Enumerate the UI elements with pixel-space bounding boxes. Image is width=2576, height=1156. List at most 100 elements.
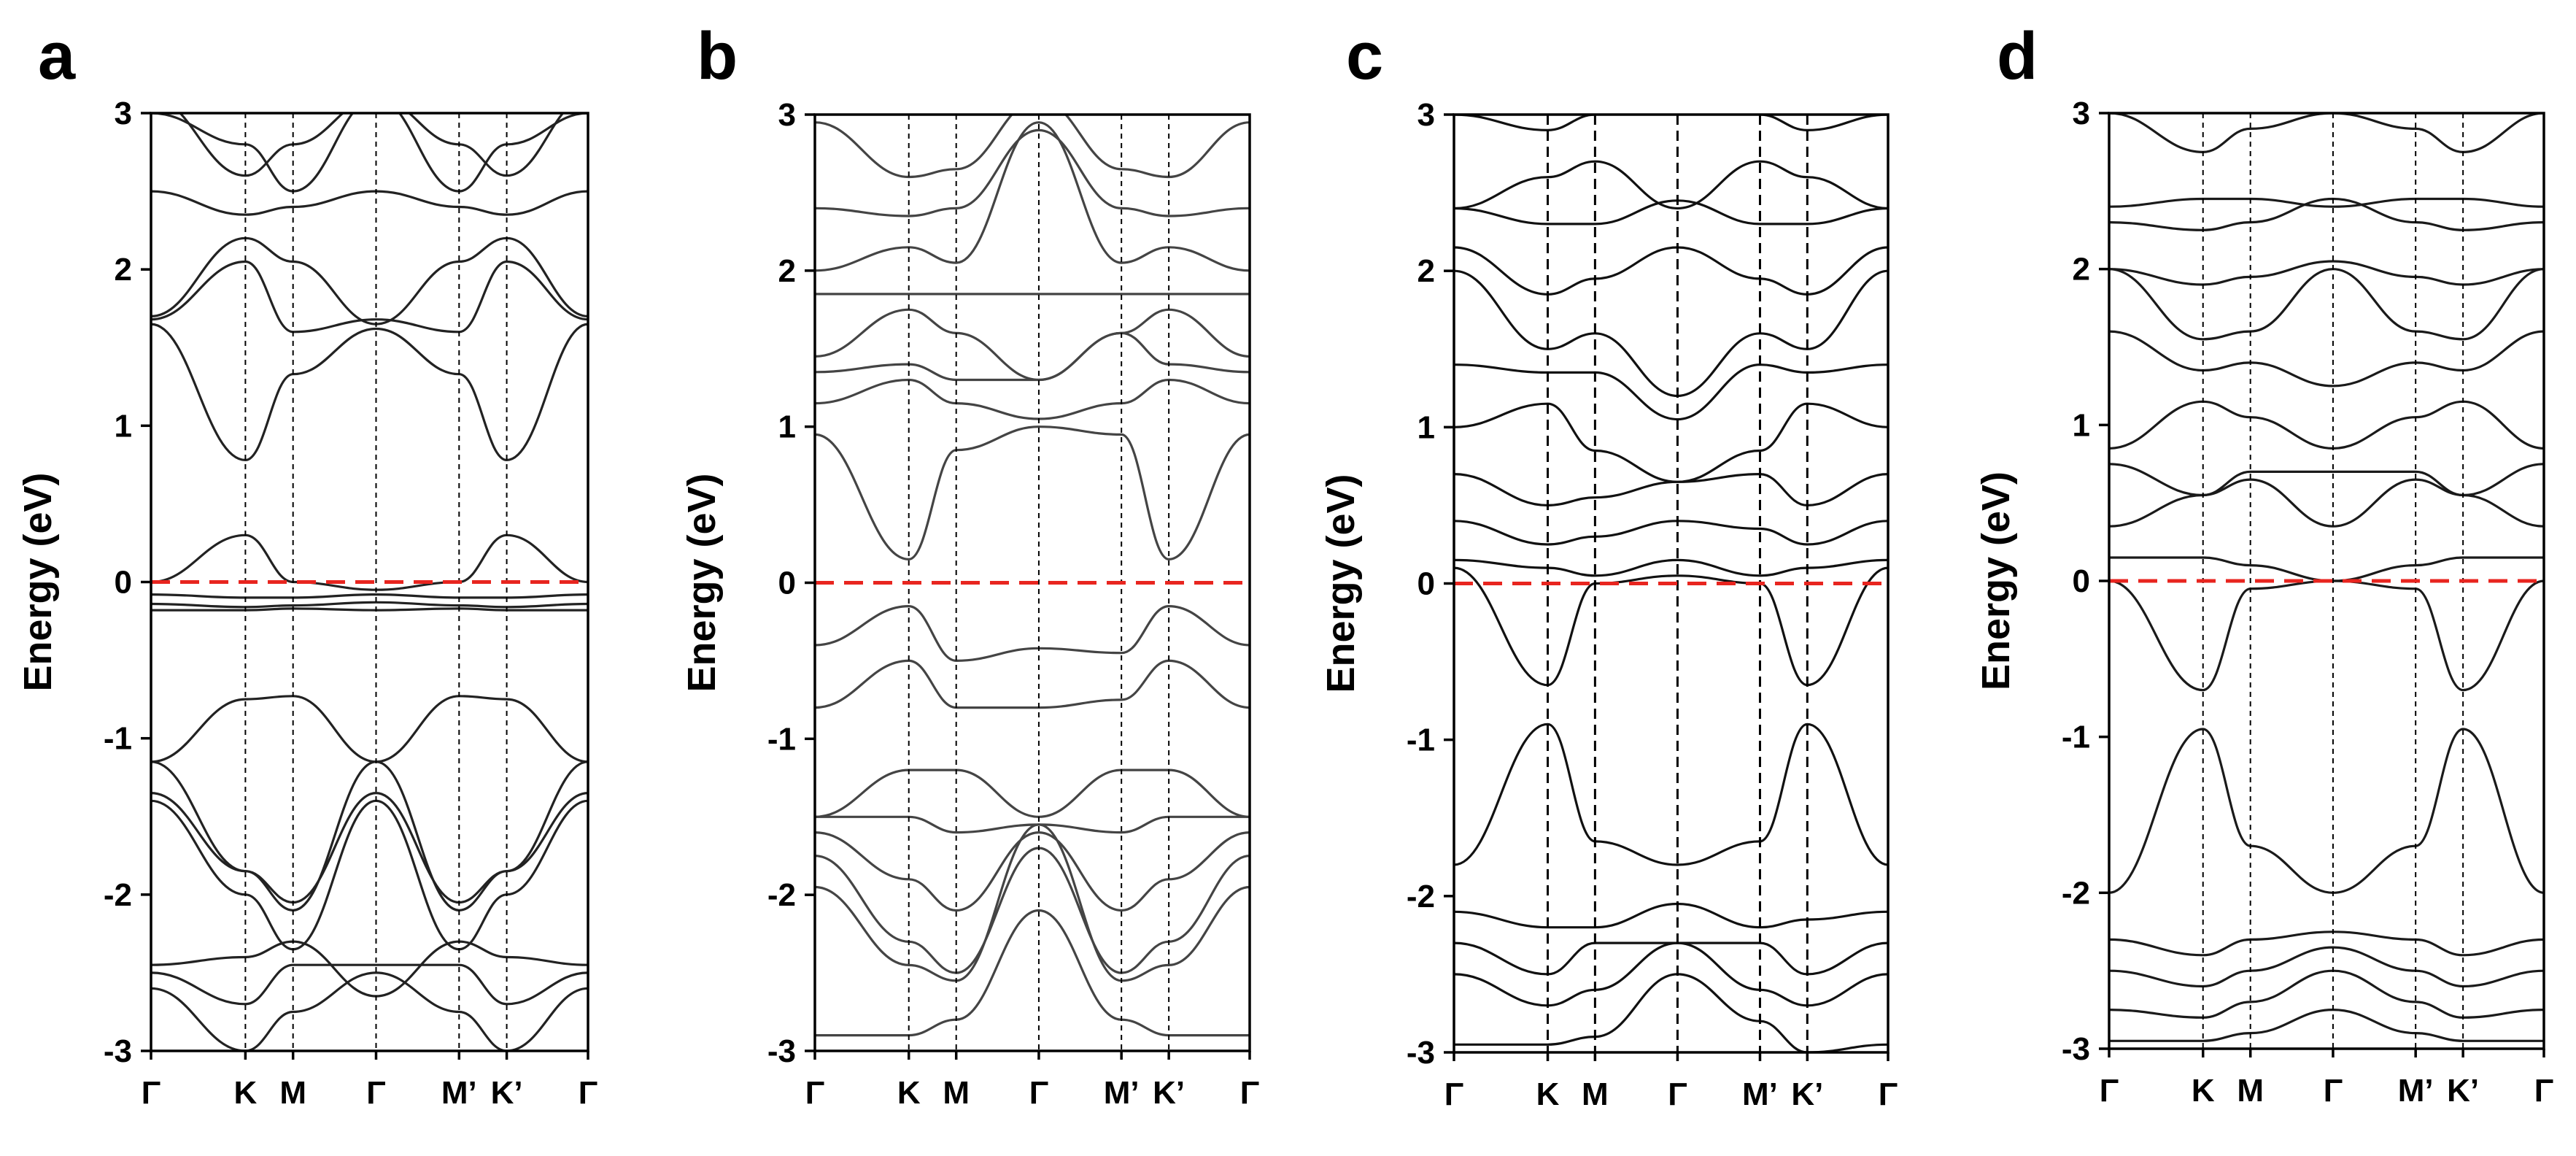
y-tick-label: -2 [1407,879,1435,914]
band-7 [1454,558,1888,577]
band-7 [2109,556,2544,582]
band-5 [2109,728,2544,894]
band-8 [2109,478,2544,528]
band-13 [151,260,588,334]
band-17 [178,113,565,177]
kpoint-label: Γ [1444,1076,1463,1112]
band-10 [2109,400,2544,450]
kpoint-label: M’ [441,1075,477,1111]
y-axis-title: Energy (eV) [1319,474,1363,693]
kpoint-label: Γ [1029,1075,1048,1111]
band-5 [815,815,1250,834]
kpoint-label: K’ [491,1075,523,1111]
y-tick-label: -3 [2062,1031,2090,1067]
y-tick-label: 2 [1417,253,1435,289]
band-6 [1454,566,1888,687]
band-9 [2109,463,2544,497]
y-tick-label: 1 [1417,409,1435,445]
panel-label: d [1997,19,2038,93]
y-tick-label: -3 [104,1033,132,1069]
y-tick-label: 0 [2073,563,2090,599]
kpoint-label: M [2237,1073,2264,1109]
kpoint-label: K’ [1791,1076,1823,1112]
band-14 [2109,197,2544,231]
bands [151,113,588,1051]
band-6 [2109,579,2544,692]
band-4 [151,799,588,951]
bands [2109,113,2544,1042]
y-axis-title: Energy (eV) [16,472,60,691]
y-tick-label: 3 [1417,97,1435,133]
band-15 [815,128,1250,217]
y-tick-label: 3 [778,97,796,133]
band-1 [815,909,1250,1037]
kpoint-label: M [1582,1076,1609,1112]
kpoint-label: Γ [805,1075,824,1111]
y-tick-label: -3 [1407,1035,1435,1071]
y-tick-label: 1 [778,409,796,445]
kpoint-label: Γ [1240,1075,1259,1111]
panel-label: b [697,19,738,93]
y-tick-label: -1 [767,721,796,757]
band-16 [815,115,1250,179]
kpoint-label: Γ [579,1075,597,1111]
y-tick-label: 2 [115,252,132,288]
band-12 [2109,268,2544,341]
kpoint-label: M [279,1075,306,1111]
band-6 [815,768,1250,818]
y-tick-label: 3 [115,96,132,131]
band-15 [151,190,588,216]
kpoint-label: Γ [142,1075,160,1111]
y-tick-label: 2 [778,253,796,289]
band-16 [151,113,588,193]
band-14 [815,121,1250,272]
band-7 [151,695,588,763]
y-tick-label: -2 [104,877,132,913]
band-10 [151,593,588,599]
kpoint-label: K [233,1075,257,1111]
band-8 [1454,520,1888,546]
kpoint-label: K [1536,1076,1560,1112]
kpoint-label: Γ [1879,1076,1898,1112]
band-4 [1454,902,1888,929]
band-11 [1454,363,1888,421]
band-3 [815,847,1250,974]
band-9 [151,601,588,609]
y-tick-label: 1 [115,408,132,444]
band-1 [151,971,588,1051]
y-axis-title: Energy (eV) [680,473,724,692]
band-9 [815,425,1250,561]
y-tick-label: 0 [778,566,796,601]
band-13 [1454,246,1888,296]
band-16 [2109,113,2544,154]
band-8 [151,607,588,612]
y-axis-title: Energy (eV) [1974,471,2018,690]
band-8 [815,604,1250,663]
kpoint-label: Γ [366,1075,385,1111]
band-14 [1454,199,1888,226]
band-16 [1454,115,1888,132]
band-3 [151,940,588,998]
kpoint-label: M’ [2398,1073,2434,1109]
band-7 [815,659,1250,709]
y-tick-label: -2 [2062,875,2090,911]
band-4 [815,831,1250,912]
y-tick-label: 1 [2073,407,2090,443]
kpoint-label: K’ [1153,1075,1185,1111]
band-12 [815,308,1250,382]
kpoint-label: Γ [2100,1073,2119,1109]
kpoint-label: K’ [2447,1073,2479,1109]
y-tick-label: -2 [767,877,796,913]
band-12 [151,323,588,462]
kpoint-label: Γ [2324,1073,2343,1109]
band-10 [815,378,1250,420]
kpoint-label: M [943,1075,970,1111]
band-13 [2109,260,2544,286]
kpoint-label: K [897,1075,921,1111]
y-tick-label: 0 [1417,566,1435,602]
band-5 [1454,722,1888,866]
panel-d: d Energy (eV) 3 2 1 0 -1 -2 -3 Γ K M Γ M’ K’ Γ [1974,19,2553,1109]
